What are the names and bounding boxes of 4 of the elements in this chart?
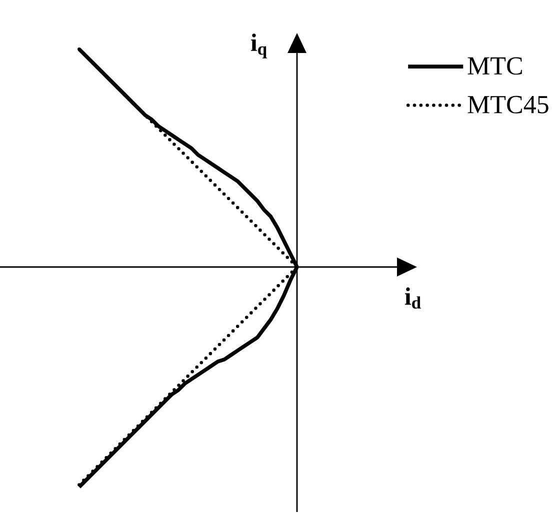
- x-axis-title: i$_{d}$: [404, 287, 421, 309]
- legend-label: MTC: [468, 57, 522, 75]
- y-axis-title: i$_{q}$: [250, 34, 267, 58]
- legend-label: MTC45: [468, 96, 548, 114]
